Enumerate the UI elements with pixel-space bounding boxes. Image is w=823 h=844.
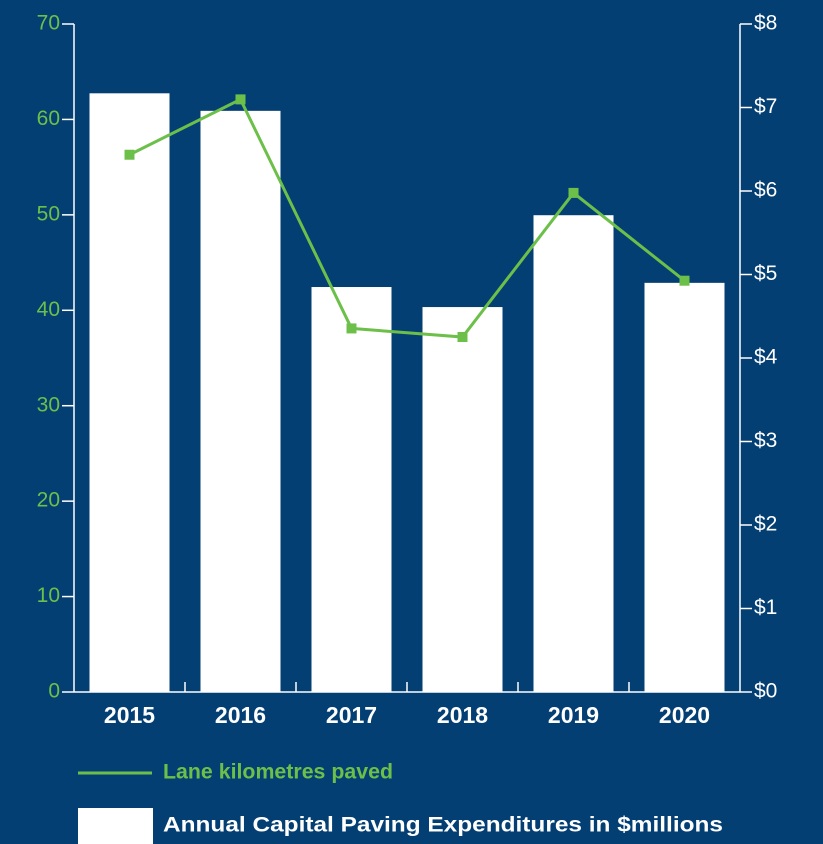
y2-tick-label: $8 [754, 12, 777, 35]
bar [200, 110, 281, 693]
bar [644, 282, 725, 692]
x-tick-label: 2015 [104, 702, 155, 728]
bar [89, 93, 170, 693]
legend-label: Lane kilometres paved [163, 761, 393, 784]
y-tick-label: 10 [37, 584, 60, 607]
x-tick-label: 2018 [437, 702, 488, 728]
bar [311, 287, 392, 692]
line-marker [124, 149, 135, 160]
line-marker [235, 94, 246, 105]
x-tick-label: 2017 [326, 702, 377, 728]
y-tick-label: 50 [37, 202, 60, 225]
line-marker [679, 275, 690, 286]
x-tick-label: 2020 [659, 702, 710, 728]
bar [422, 307, 503, 692]
y-tick-label: 40 [37, 298, 60, 321]
y2-tick-label: $0 [754, 680, 777, 703]
line-marker [568, 187, 579, 198]
y-tick-label: 0 [48, 680, 60, 703]
x-tick-label: 2019 [548, 702, 599, 728]
y-tick-label: 70 [37, 12, 60, 35]
legend-swatch [78, 808, 153, 844]
line [128, 97, 686, 339]
y2-tick-label: $4 [754, 346, 778, 369]
x-tick-label: 2016 [215, 702, 266, 728]
y-tick-label: 30 [37, 393, 60, 416]
y-tick-label: 60 [37, 107, 60, 130]
y2-tick-label: $7 [754, 95, 777, 118]
y-tick-label: 20 [37, 489, 60, 512]
bar [533, 215, 614, 692]
y2-tick-label: $1 [754, 596, 777, 619]
legend-label: Annual Capital Paving Expenditures in $m… [163, 814, 723, 837]
line-marker [457, 332, 468, 343]
y2-tick-label: $3 [754, 429, 777, 452]
y2-tick-label: $5 [754, 262, 777, 285]
line-marker [346, 323, 357, 334]
y2-tick-label: $2 [754, 513, 777, 536]
y2-tick-label: $6 [754, 179, 777, 202]
